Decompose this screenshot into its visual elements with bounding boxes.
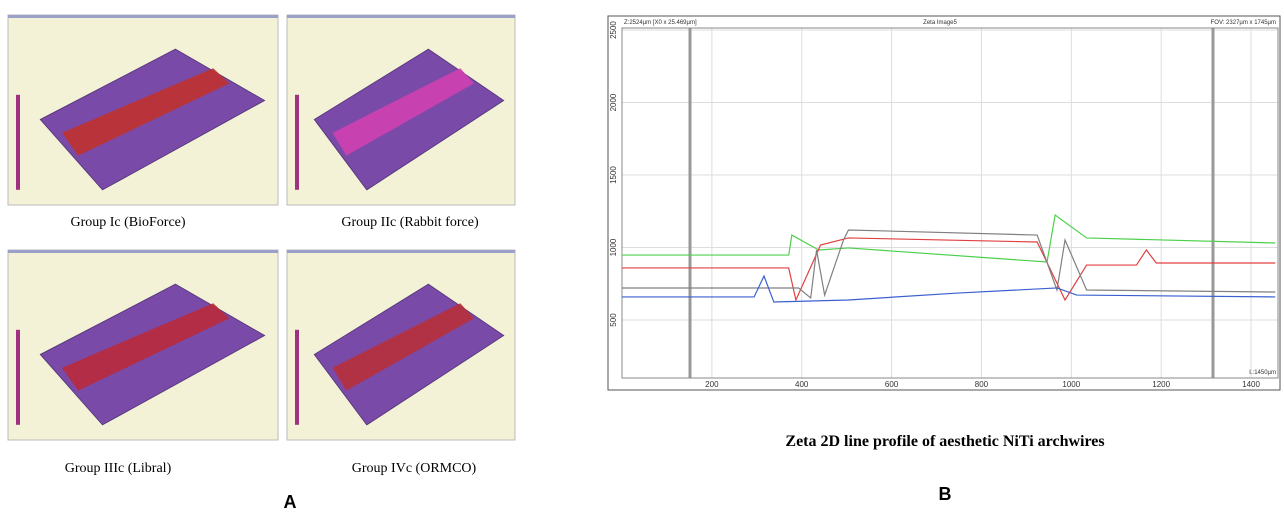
- color-scale: [16, 95, 20, 190]
- caption: Group IIc (Rabbit force): [341, 215, 479, 230]
- y-tick-label: 2000: [609, 93, 618, 111]
- x-tick-label: 200: [705, 380, 719, 389]
- panel-label: B: [939, 484, 952, 504]
- x-tick-label: 1400: [1242, 380, 1260, 389]
- title-bar: [8, 15, 278, 18]
- caption: Group Ic (BioForce): [70, 215, 185, 230]
- y-tick-label: 1000: [609, 238, 618, 256]
- y-tick-label: 2500: [609, 21, 618, 39]
- page: Group Ic (BioForce) Group IIc (Rabbit fo…: [0, 0, 1284, 514]
- color-scale: [16, 330, 20, 425]
- x-tick-label: 1000: [1062, 380, 1080, 389]
- header-center: Zeta Image5: [923, 20, 957, 26]
- chart-frame: [608, 16, 1280, 390]
- caption: Group IVc (ORMCO): [352, 461, 477, 476]
- header-left: Z:2524µm [X0 x 25.469µm]: [624, 20, 697, 26]
- caption: Group IIIc (Libral): [65, 461, 172, 476]
- y-tick-label: 500: [609, 313, 618, 327]
- y-tick-label: 1500: [609, 166, 618, 184]
- x-tick-label: 400: [795, 380, 809, 389]
- title-bar: [287, 15, 515, 18]
- color-scale: [295, 330, 299, 425]
- title-bar: [8, 250, 278, 253]
- x-tick-label: 600: [885, 380, 899, 389]
- header-right: FOV: 2327µm x 1745µm: [1211, 20, 1276, 26]
- panel-label: A: [284, 492, 297, 512]
- x-tick-label: 1200: [1152, 380, 1170, 389]
- color-scale: [295, 95, 299, 190]
- caption: Zeta 2D line profile of aesthetic NiTi a…: [785, 433, 1104, 450]
- x-tick-label: 800: [975, 380, 989, 389]
- length-label: L:1450µm: [1249, 370, 1276, 376]
- title-bar: [287, 250, 515, 253]
- figure: Group Ic (BioForce) Group IIc (Rabbit fo…: [0, 0, 1284, 514]
